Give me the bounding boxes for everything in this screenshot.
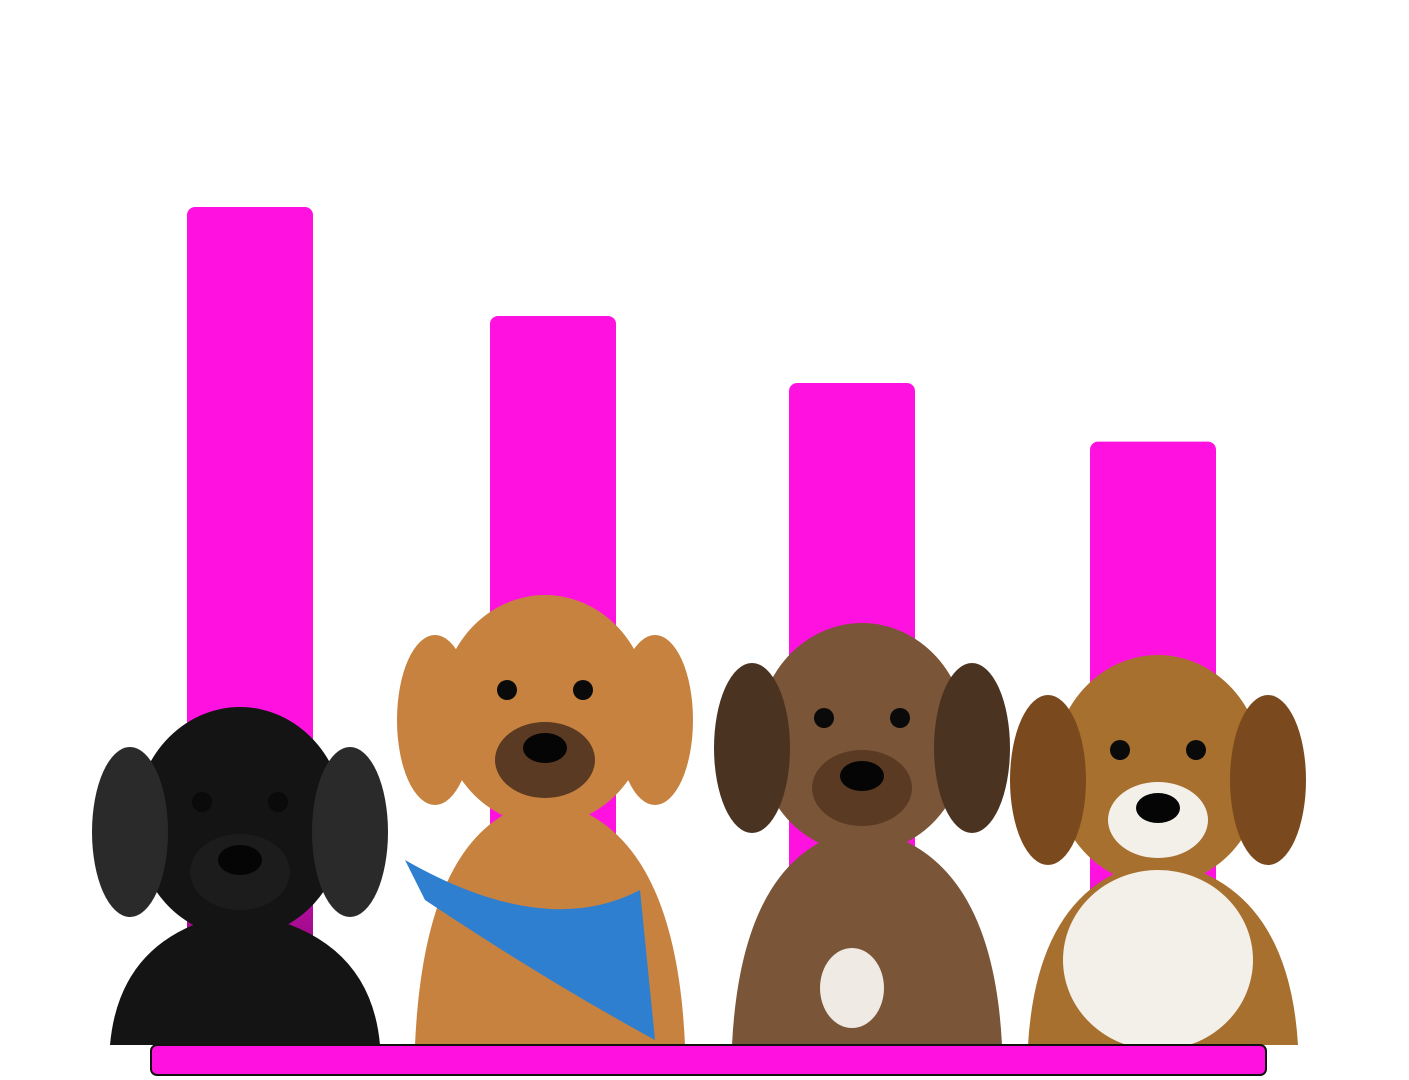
brindle-puppy-icon [714, 623, 1010, 1045]
dogs-group [92, 595, 1306, 1050]
chart-baseline [150, 1044, 1267, 1076]
bars-group [187, 207, 1216, 1046]
black-labrador-puppy-icon [92, 707, 388, 1045]
tan-dog-with-blue-bandana-icon [397, 595, 693, 1045]
beagle-puppy-icon [1010, 655, 1306, 1050]
